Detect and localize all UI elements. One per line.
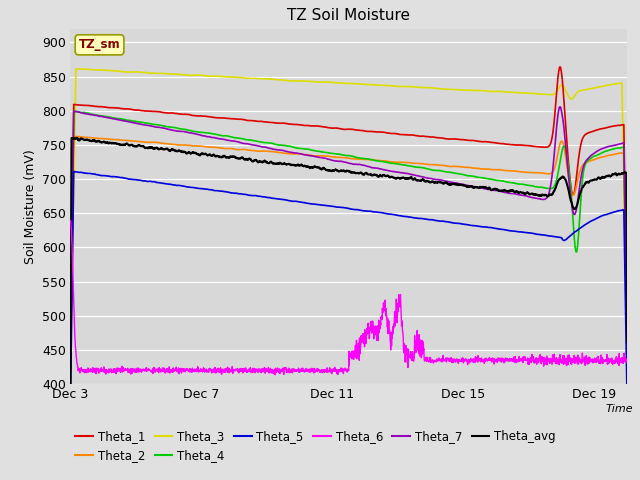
Theta_1 [95, 104, 102, 109]
Theta_4 [607, 147, 615, 153]
Theta_2 [95, 135, 103, 141]
Theta_3 [607, 82, 615, 87]
Theta_7 [67, 371, 74, 376]
Theta_2 [74, 133, 81, 139]
Line: Theta_5: Theta_5 [70, 171, 627, 406]
Line: Theta_avg: Theta_avg [70, 138, 627, 398]
Theta_6 [271, 372, 279, 378]
Theta_1 [505, 142, 513, 147]
Theta_6 [607, 359, 615, 364]
Theta_4 [505, 180, 513, 185]
Line: Theta_3: Theta_3 [70, 69, 627, 363]
Theta_avg [505, 188, 513, 193]
Theta_4 [623, 362, 631, 368]
Theta_3 [505, 89, 513, 95]
Theta_4 [337, 152, 345, 157]
Theta_3 [95, 67, 103, 73]
Theta_2 [67, 384, 74, 389]
Line: Theta_2: Theta_2 [70, 136, 627, 386]
Theta_1 [623, 362, 631, 368]
Line: Theta_6: Theta_6 [70, 221, 627, 375]
Theta_3 [337, 80, 345, 86]
Theta_1 [67, 367, 74, 372]
Theta_6 [337, 367, 345, 372]
Theta_5 [607, 210, 615, 216]
Legend: Theta_1, Theta_2, Theta_3, Theta_4, Theta_5, Theta_6, Theta_7, Theta_avg: Theta_1, Theta_2, Theta_3, Theta_4, Thet… [71, 425, 561, 467]
Theta_avg [623, 339, 631, 345]
Theta_avg [73, 135, 81, 141]
Theta_3 [77, 66, 85, 72]
Theta_3 [607, 82, 615, 87]
Theta_2 [623, 379, 631, 384]
Theta_2 [607, 152, 615, 158]
Theta_7 [95, 113, 102, 119]
Title: TZ Soil Moisture: TZ Soil Moisture [287, 9, 410, 24]
Theta_7 [337, 158, 345, 164]
Theta_6 [67, 218, 74, 224]
Theta_avg [95, 138, 103, 144]
Theta_5 [505, 228, 513, 233]
Theta_6 [505, 357, 513, 362]
Theta_7 [607, 143, 615, 149]
Theta_5 [323, 203, 330, 209]
Y-axis label: Soil Moisture (mV): Soil Moisture (mV) [24, 149, 36, 264]
Theta_2 [505, 168, 513, 174]
Theta_7 [623, 352, 631, 358]
Theta_4 [67, 371, 74, 376]
Theta_4 [95, 113, 103, 119]
Theta_3 [67, 360, 74, 366]
Text: TZ_sm: TZ_sm [79, 38, 120, 51]
Line: Theta_7: Theta_7 [70, 107, 627, 373]
Theta_7 [323, 156, 330, 161]
Theta_6 [95, 371, 102, 376]
Theta_2 [323, 153, 330, 159]
Theta_2 [607, 152, 615, 158]
Theta_1 [323, 124, 330, 130]
Theta_avg [607, 173, 615, 179]
Line: Theta_1: Theta_1 [70, 67, 627, 370]
Theta_3 [623, 345, 631, 351]
Theta_avg [607, 173, 615, 179]
Theta_5 [607, 210, 615, 216]
Text: Time: Time [605, 404, 633, 414]
Theta_6 [623, 360, 631, 366]
Theta_5 [337, 204, 345, 210]
Theta_2 [337, 155, 345, 160]
Line: Theta_4: Theta_4 [70, 111, 627, 373]
Theta_6 [607, 357, 615, 363]
Theta_4 [607, 147, 615, 153]
Theta_1 [607, 124, 615, 130]
Theta_avg [323, 167, 330, 173]
Theta_avg [67, 395, 74, 401]
Theta_1 [556, 64, 564, 70]
Theta_3 [323, 79, 330, 85]
Theta_4 [70, 108, 78, 114]
Theta_7 [505, 191, 513, 196]
Theta_5 [623, 403, 631, 409]
Theta_4 [323, 150, 330, 156]
Theta_avg [337, 168, 345, 174]
Theta_5 [95, 172, 103, 178]
Theta_5 [67, 401, 74, 407]
Theta_6 [323, 365, 330, 371]
Theta_7 [556, 104, 564, 110]
Theta_7 [607, 143, 615, 149]
Theta_1 [607, 124, 615, 130]
Theta_5 [70, 168, 77, 174]
Theta_1 [337, 126, 345, 132]
